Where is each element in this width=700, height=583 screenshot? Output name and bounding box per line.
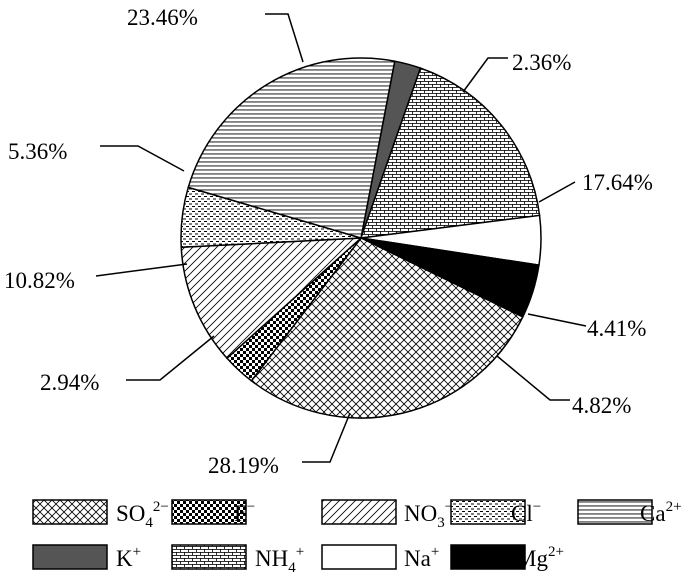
pie-slice-so4 [250,237,524,419]
leader-line-so4 [302,412,351,463]
pie-slice-ca [187,57,396,239]
legend-label-ca: Ca2+ [640,499,682,526]
legend-label-cl: Cl− [511,499,541,526]
value-label-f: 2.94% [40,370,99,395]
legend-label-mg: Mg2+ [516,544,564,571]
value-label-cl: 5.36% [8,139,67,164]
legend-swatch-nh4 [171,544,247,570]
value-labels: 2.36% 17.64% 4.41% 4.82% 28.19% 2.94% 10.82% 5.… [4,5,653,478]
legend-swatch-f [171,499,247,525]
pie-slice-nh4 [359,67,541,239]
legend-swatch-na [321,544,397,570]
legend-swatch-cl [450,499,526,525]
leader-line-na [527,313,587,327]
leader-lines [95,13,587,463]
pie-slices [180,57,542,419]
leader-line-k [462,57,508,93]
leader-line-nh4 [538,181,576,203]
pie-slice-no3 [180,237,364,360]
value-label-nh4: 17.64% [582,170,653,195]
legend-label-f: F− [234,499,255,526]
legend-swatch-mg [450,544,526,570]
value-label-na: 4.41% [587,316,646,341]
legend-swatch-ca [577,499,653,525]
value-label-k: 2.36% [512,50,571,75]
legend-label-k: K+ [116,544,141,571]
value-label-mg: 4.82% [572,393,631,418]
leader-line-no3 [95,263,188,277]
legend-swatch-k [32,544,108,570]
legend-label-so4: SO42− [116,499,169,531]
legend: SO42− F− NO3− Cl− Ca2+ K+ NH4+ Na+ Mg2+ [32,499,682,576]
value-label-ca: 23.46% [127,5,198,30]
legend-label-no3: NO3− [404,499,453,531]
leader-line-f [126,335,215,381]
legend-swatch-so4 [32,499,108,525]
legend-label-na: Na+ [404,544,439,571]
leader-line-ca [265,13,304,63]
legend-swatch-no3 [321,499,397,525]
leader-line-cl [100,145,185,172]
legend-label-nh4: NH4+ [255,544,304,576]
value-label-so4: 28.19% [208,453,279,478]
leader-line-mg [496,355,570,401]
value-label-no3: 10.82% [4,268,75,293]
